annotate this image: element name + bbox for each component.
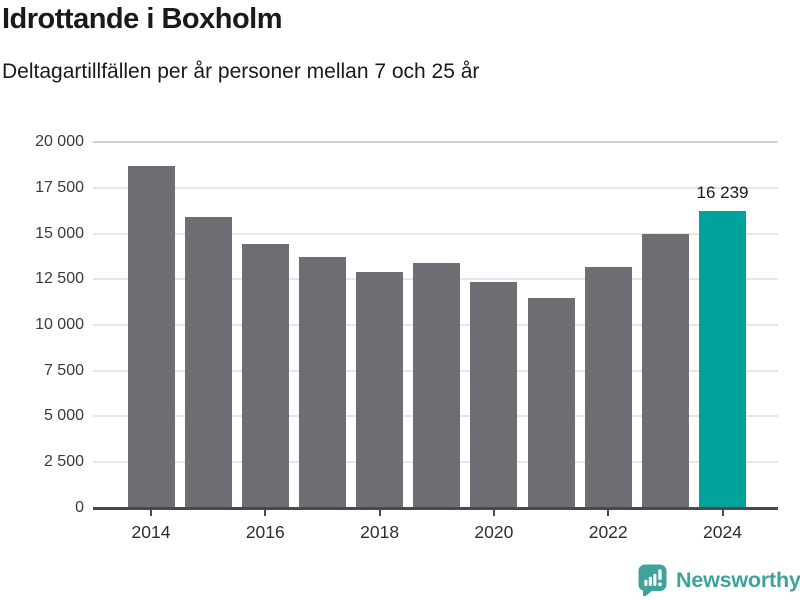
- y-axis-tick-label: 10 000: [35, 316, 84, 333]
- x-axis-tick-label: 2016: [245, 522, 285, 542]
- bar-2019: [413, 262, 461, 508]
- bar-2018: [356, 272, 404, 508]
- x-axis-tick: [378, 510, 381, 516]
- y-axis-tick-label: 17 500: [35, 178, 84, 196]
- page-title: Idrottande i Boxholm: [2, 3, 283, 35]
- y-axis-tick-label: 2 500: [43, 453, 84, 471]
- x-axis-tick: [721, 510, 724, 516]
- bar-2022: [584, 266, 632, 508]
- x-axis-tick-label: 2014: [131, 522, 171, 542]
- gridline: [93, 141, 778, 144]
- y-axis-tick-label: 7 500: [43, 361, 84, 379]
- highlight-value-label: 16 239: [696, 183, 749, 202]
- x-axis-tick: [607, 510, 610, 516]
- x-axis-tick-label: 2018: [360, 522, 400, 542]
- y-axis-tick-label: 0: [75, 498, 84, 516]
- x-axis-tick-label: 2022: [588, 522, 628, 542]
- bar-2016: [241, 243, 289, 508]
- bar-2017: [298, 257, 346, 508]
- x-axis-tick: [150, 510, 152, 516]
- bar-2014: [127, 166, 175, 508]
- gridline: [93, 232, 778, 235]
- x-axis-tick-label: 2024: [703, 522, 742, 542]
- y-axis-tick-label: 5 000: [43, 407, 84, 425]
- bar-2024: [699, 211, 746, 508]
- y-axis-tick-label: 12 500: [35, 270, 84, 288]
- y-axis-tick-label: 20 000: [35, 133, 84, 151]
- bar-2023: [641, 233, 689, 508]
- x-axis-tick: [264, 510, 267, 516]
- bar-2021: [527, 297, 575, 508]
- y-axis-tick-label: 15 000: [35, 224, 84, 242]
- gridline: [93, 186, 778, 189]
- x-axis-line: [93, 507, 778, 510]
- page-subtitle: Deltagartillfällen per år personer mella…: [2, 60, 480, 83]
- bar-2015: [184, 217, 232, 508]
- brand-name: Newsworthy: [676, 567, 800, 592]
- brand-footer: Newsworthy: [638, 561, 800, 599]
- x-axis-tick: [492, 510, 495, 516]
- newsworthy-logo-icon: [638, 564, 667, 596]
- bar-2020: [470, 282, 518, 508]
- x-axis-tick-label: 2020: [474, 522, 514, 542]
